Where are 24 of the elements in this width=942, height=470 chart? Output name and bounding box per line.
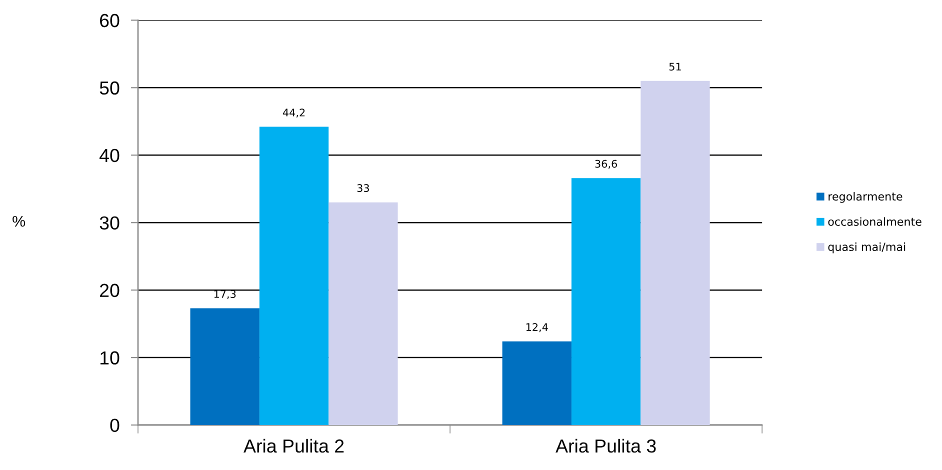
y-tick-label: 0 (110, 418, 120, 432)
y-tick-label: 20 (100, 284, 120, 298)
bar (502, 341, 572, 426)
x-tick-label: Aria Pulita 3 (556, 438, 656, 453)
y-tick-label: 50 (100, 81, 120, 95)
data-label: 36,6 (595, 160, 617, 169)
x-tick-label: Aria Pulita 2 (244, 438, 344, 453)
data-label: 44,2 (282, 108, 305, 118)
bar (328, 202, 398, 426)
bar (190, 308, 260, 426)
y-tick-label: 60 (100, 14, 120, 28)
y-axis-title: % (12, 216, 26, 227)
y-tick-label: 10 (100, 351, 120, 365)
legend-label: occasionalmente (828, 217, 922, 226)
data-label: 51 (669, 62, 681, 71)
legend-label: regolarmente (828, 192, 902, 203)
y-tick-label: 30 (100, 216, 120, 230)
bar (259, 126, 329, 426)
bar (571, 178, 641, 426)
bar (640, 80, 710, 426)
y-tick-label: 40 (100, 148, 120, 162)
data-label: 12,4 (526, 323, 548, 332)
legend-label: quasi mai/mai (828, 242, 906, 254)
data-label: 33 (357, 184, 369, 192)
